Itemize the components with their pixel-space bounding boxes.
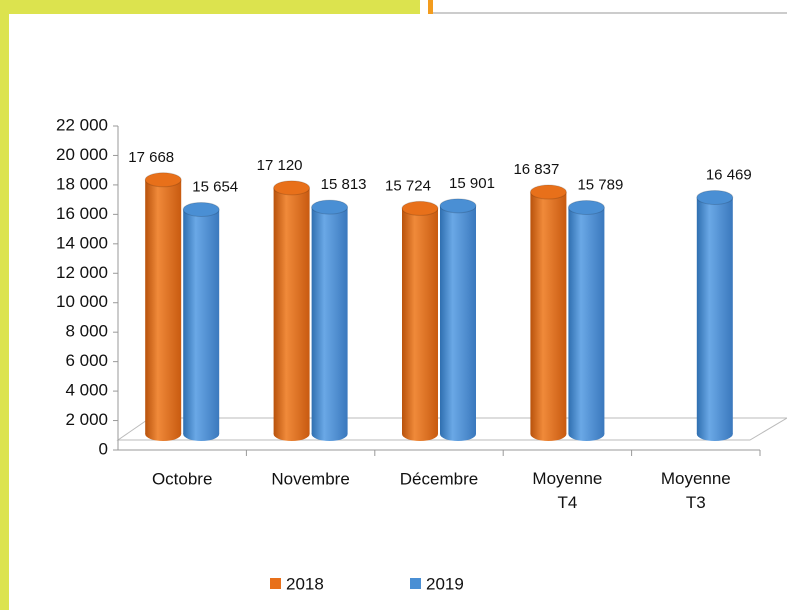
y-tick-label: 22 000 bbox=[56, 115, 108, 134]
y-tick-label: 10 000 bbox=[56, 292, 108, 311]
bar-top bbox=[439, 198, 477, 214]
value-label: 17 120 bbox=[257, 157, 303, 174]
bar bbox=[439, 198, 477, 441]
bar-body bbox=[311, 207, 348, 434]
bar-top bbox=[182, 201, 220, 217]
bar bbox=[182, 201, 220, 441]
y-tick-label: 4 000 bbox=[65, 381, 108, 400]
bar-base bbox=[311, 427, 348, 441]
x-tick-label: Novembre bbox=[271, 469, 349, 488]
bar-base bbox=[696, 427, 733, 441]
value-label: 15 901 bbox=[449, 175, 495, 192]
frame-left bbox=[0, 0, 9, 610]
y-tick-label: 16 000 bbox=[56, 204, 108, 223]
value-label: 15 813 bbox=[321, 176, 367, 193]
y-tick-label: 2 000 bbox=[65, 410, 108, 429]
bar-body bbox=[530, 192, 567, 434]
bar-body bbox=[273, 187, 310, 434]
bar-body bbox=[145, 179, 182, 434]
y-tick-label: 18 000 bbox=[56, 174, 108, 193]
y-tick-label: 0 bbox=[99, 439, 108, 458]
value-label: 15 654 bbox=[192, 178, 238, 195]
bar-body bbox=[568, 207, 605, 434]
bar-top bbox=[144, 172, 182, 188]
value-label: 15 724 bbox=[385, 177, 431, 194]
value-label: 15 789 bbox=[577, 176, 623, 193]
bar-top bbox=[273, 180, 311, 196]
bar-base bbox=[273, 427, 310, 441]
x-tick-label: Moyenne T3 bbox=[661, 469, 731, 512]
frame-accent bbox=[428, 0, 433, 14]
legend-swatch bbox=[410, 578, 421, 589]
y-tick-label: 6 000 bbox=[65, 351, 108, 370]
bar-base bbox=[568, 427, 605, 441]
bar bbox=[401, 200, 439, 441]
bar-base bbox=[530, 427, 567, 441]
bar bbox=[273, 180, 311, 441]
value-label: 16 837 bbox=[513, 161, 559, 178]
y-tick-label: 8 000 bbox=[65, 322, 108, 341]
legend-label: 2019 bbox=[426, 574, 464, 593]
bar-body bbox=[402, 208, 438, 434]
bar-top bbox=[529, 184, 567, 200]
bar-top bbox=[401, 200, 439, 216]
value-label: 16 469 bbox=[706, 166, 752, 183]
x-tick-label: Décembre bbox=[400, 469, 478, 488]
bar-base bbox=[183, 427, 220, 441]
bar bbox=[567, 199, 605, 441]
bar-top bbox=[696, 189, 734, 205]
bar bbox=[529, 184, 567, 441]
bar-top bbox=[567, 199, 605, 215]
bar-body bbox=[440, 205, 476, 434]
bar-body bbox=[696, 197, 733, 434]
bar bbox=[144, 172, 182, 441]
frame-top bbox=[0, 0, 420, 14]
bar-base bbox=[145, 427, 182, 441]
y-tick-label: 20 000 bbox=[56, 145, 108, 164]
legend-swatch bbox=[270, 578, 281, 589]
bar bbox=[696, 189, 734, 441]
y-tick-label: 12 000 bbox=[56, 263, 108, 282]
value-label: 17 668 bbox=[128, 149, 174, 166]
bar-base bbox=[402, 427, 438, 441]
y-tick-label: 14 000 bbox=[56, 233, 108, 252]
bar-top bbox=[311, 199, 349, 215]
bar-base bbox=[440, 427, 476, 441]
x-tick-label: Octobre bbox=[152, 469, 212, 488]
bar-body bbox=[183, 209, 220, 434]
x-tick-label: Moyenne T4 bbox=[532, 469, 602, 512]
bar bbox=[311, 199, 349, 441]
legend-label: 2018 bbox=[286, 574, 324, 593]
